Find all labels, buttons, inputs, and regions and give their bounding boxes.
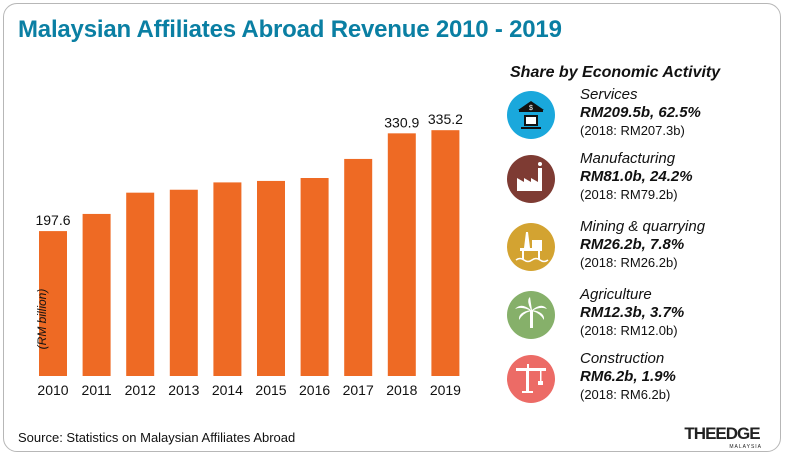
sector-value: RM26.2b, 7.8% bbox=[580, 236, 685, 253]
sector-manufacturing: Manufacturing RM81.0b, 24.2% (2018: RM79… bbox=[506, 150, 776, 212]
sector-name: Agriculture bbox=[580, 286, 652, 303]
sector-prev: (2018: RM79.2b) bbox=[580, 187, 678, 202]
chart-title: Malaysian Affiliates Abroad Revenue 2010… bbox=[18, 16, 562, 43]
services-icon: $ bbox=[507, 91, 555, 139]
x-tick-label: 2014 bbox=[212, 382, 243, 398]
sector-construction: Construction RM6.2b, 1.9% (2018: RM6.2b) bbox=[506, 350, 776, 412]
sector-services: $ Services RM209.5b, 62.5% (2018: RM207.… bbox=[506, 86, 776, 148]
sector-name: Services bbox=[580, 86, 638, 103]
sector-prev: (2018: RM12.0b) bbox=[580, 323, 678, 338]
sector-prev: (2018: RM207.3b) bbox=[580, 123, 685, 138]
x-tick-label: 2017 bbox=[343, 382, 374, 398]
sector-name: Mining & quarrying bbox=[580, 218, 706, 235]
svg-text:$: $ bbox=[529, 105, 533, 112]
data-label: 197.6 bbox=[35, 212, 70, 228]
sector-value: RM81.0b, 24.2% bbox=[580, 168, 693, 185]
factory-icon bbox=[507, 155, 555, 203]
bar-2014 bbox=[213, 182, 242, 376]
bar-2015 bbox=[257, 180, 285, 376]
x-tick-label: 2019 bbox=[430, 382, 461, 398]
sector-value: RM12.3b, 3.7% bbox=[580, 304, 685, 321]
crane-icon bbox=[507, 355, 555, 403]
sector-name: Manufacturing bbox=[580, 150, 676, 167]
x-tick-label: 2015 bbox=[255, 382, 286, 398]
sector-mining: Mining & quarrying RM26.2b, 7.8% (2018: … bbox=[506, 218, 776, 280]
x-tick-label: 2013 bbox=[168, 382, 199, 398]
sector-name: Construction bbox=[580, 350, 665, 367]
x-tick-label: 2018 bbox=[386, 382, 417, 398]
x-tick-label: 2011 bbox=[82, 382, 112, 398]
sector-value: RM6.2b, 1.9% bbox=[580, 368, 676, 385]
sector-prev: (2018: RM26.2b) bbox=[580, 255, 678, 270]
svg-text:THEEDGE: THEEDGE bbox=[684, 424, 760, 443]
card-frame bbox=[3, 3, 781, 452]
oil-rig-icon bbox=[507, 223, 555, 271]
bar-2013 bbox=[169, 189, 198, 376]
x-tick-label: 2010 bbox=[37, 382, 68, 398]
bar-2010 bbox=[39, 231, 67, 376]
sector-agriculture: Agriculture RM12.3b, 3.7% (2018: RM12.0b… bbox=[506, 286, 776, 348]
bar-2011 bbox=[82, 213, 111, 376]
y-axis-unit-label: (RM billion) bbox=[35, 288, 49, 350]
brand-logo: THEEDGE MALAYSIA bbox=[684, 424, 762, 450]
svg-text:MALAYSIA: MALAYSIA bbox=[729, 444, 762, 450]
sector-value: RM209.5b, 62.5% bbox=[580, 104, 701, 121]
x-tick-label: 2012 bbox=[125, 382, 156, 398]
bar-2012 bbox=[126, 192, 155, 376]
source-note: Source: Statistics on Malaysian Affiliat… bbox=[18, 430, 296, 445]
x-tick-label: 2016 bbox=[299, 382, 330, 398]
data-label: 330.9 bbox=[384, 114, 419, 130]
palm-tree-icon bbox=[507, 291, 555, 339]
bar-2019 bbox=[431, 130, 460, 376]
bar-2017 bbox=[344, 158, 373, 376]
bar-2018 bbox=[387, 133, 416, 376]
sector-prev: (2018: RM6.2b) bbox=[580, 387, 671, 402]
data-label: 335.2 bbox=[428, 111, 463, 127]
share-title: Share by Economic Activity bbox=[510, 64, 721, 81]
bar-2016 bbox=[300, 178, 329, 376]
